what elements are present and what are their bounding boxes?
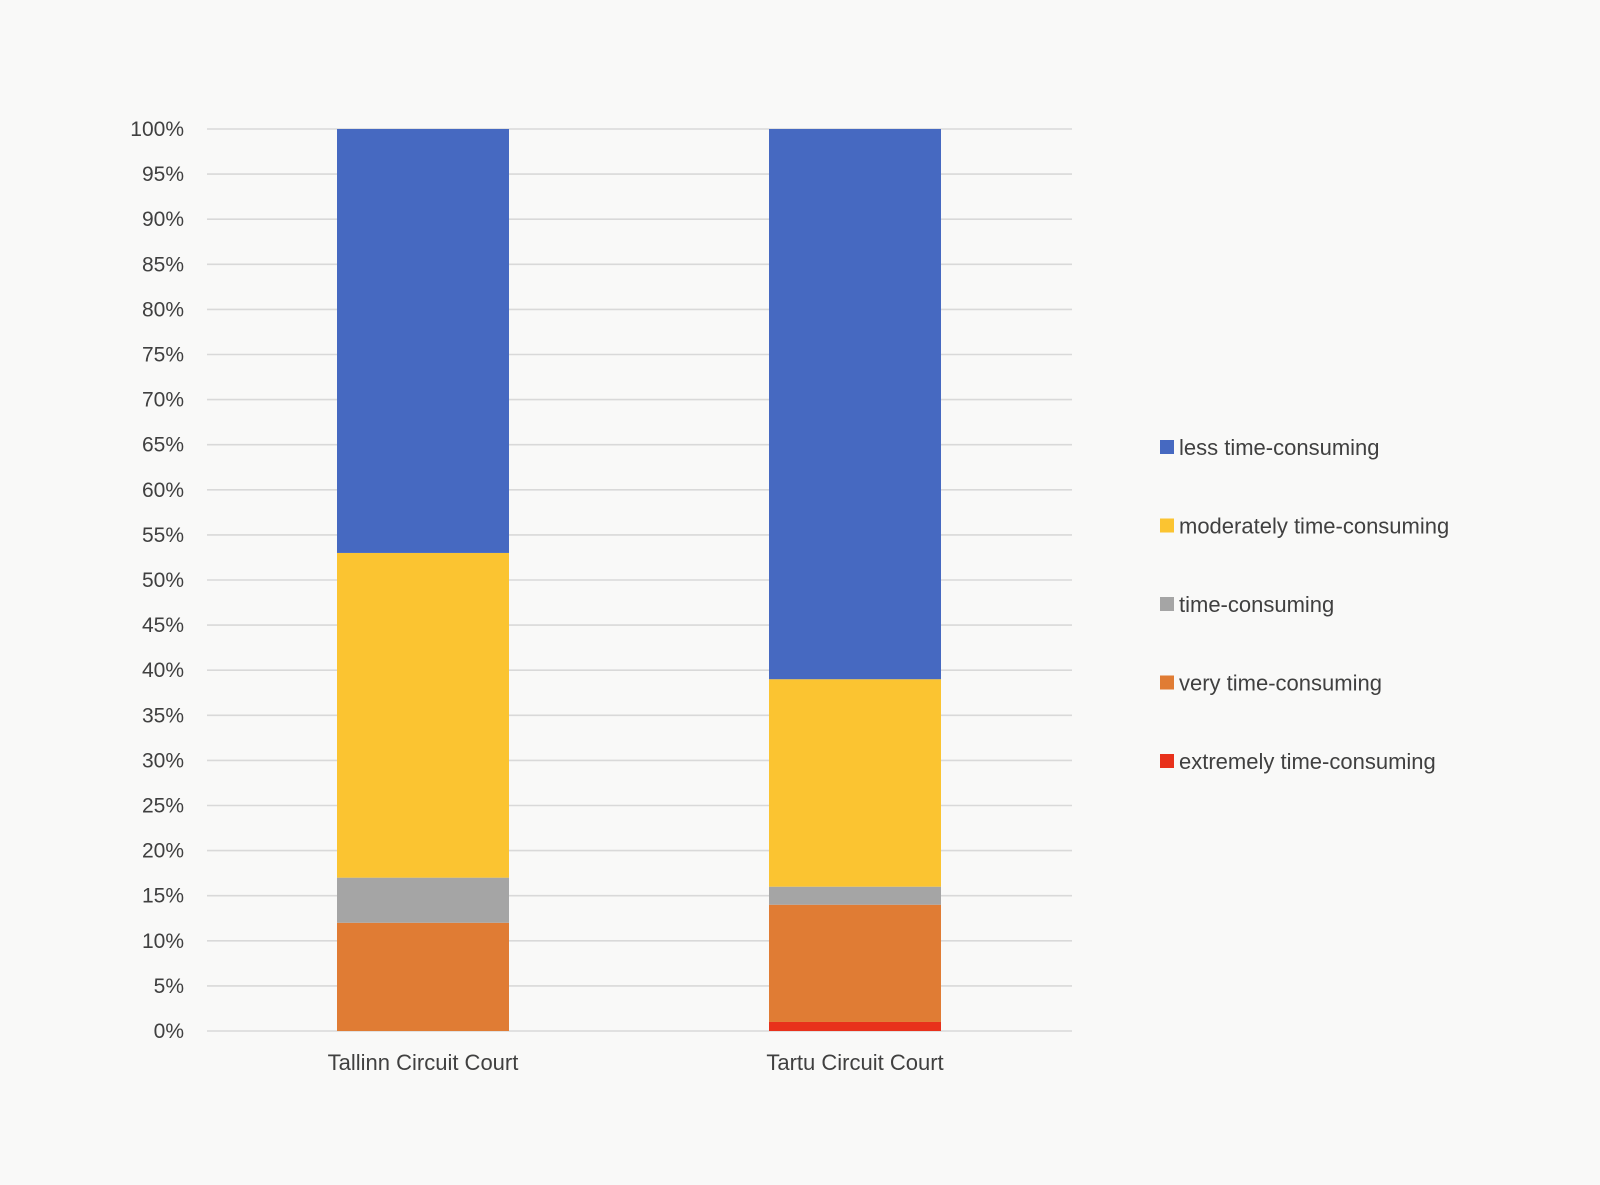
y-tick-label: 25% bbox=[142, 795, 184, 818]
y-tick-label: 10% bbox=[142, 930, 184, 953]
y-tick-label: 55% bbox=[142, 524, 184, 547]
bar-segment-time-consuming-tallinn-circuit-court bbox=[337, 877, 509, 923]
y-tick-label: 45% bbox=[142, 614, 184, 637]
legend-label: very time-consuming bbox=[1179, 671, 1382, 696]
legend-item-moderately-time-consuming: moderately time-consuming bbox=[1160, 514, 1449, 539]
x-axis-labels: Tallinn Circuit Court Tartu Circuit Court bbox=[328, 1050, 944, 1075]
legend-item-extremely-time-consuming: extremely time-consuming bbox=[1160, 749, 1436, 774]
bar-stack-tartu-circuit-court bbox=[769, 129, 941, 1031]
bar-segment-time-consuming-tartu-circuit-court bbox=[769, 886, 941, 905]
y-tick-label: 85% bbox=[142, 253, 184, 276]
y-tick-label: 60% bbox=[142, 479, 184, 502]
y-tick-label: 0% bbox=[154, 1020, 184, 1043]
legend-label: extremely time-consuming bbox=[1179, 749, 1436, 774]
x-category-label: Tallinn Circuit Court bbox=[328, 1050, 519, 1075]
legend-swatch bbox=[1160, 440, 1174, 454]
legend-item-less-time-consuming: less time-consuming bbox=[1160, 435, 1380, 460]
legend-label: time-consuming bbox=[1179, 592, 1334, 617]
legend-item-time-consuming: time-consuming bbox=[1160, 592, 1334, 617]
bar-segment-moderately-time-consuming-tartu-circuit-court bbox=[769, 679, 941, 887]
legend: less time-consuming moderately time-consu… bbox=[1160, 435, 1449, 774]
bar-segment-less-time-consuming-tallinn-circuit-court bbox=[337, 129, 509, 553]
y-tick-label: 90% bbox=[142, 208, 184, 231]
legend-swatch bbox=[1160, 518, 1174, 533]
y-tick-label: 35% bbox=[142, 704, 184, 727]
bar-segment-moderately-time-consuming-tallinn-circuit-court bbox=[337, 552, 509, 878]
gridlines bbox=[207, 128, 1072, 1032]
bar-segment-less-time-consuming-tartu-circuit-court bbox=[769, 129, 941, 680]
y-tick-label: 30% bbox=[142, 749, 184, 772]
bar-segment-very-time-consuming-tallinn-circuit-court bbox=[337, 922, 509, 1031]
legend-swatch bbox=[1160, 675, 1174, 690]
y-tick-label: 20% bbox=[142, 840, 184, 863]
legend-swatch bbox=[1160, 597, 1174, 611]
legend-label: less time-consuming bbox=[1179, 435, 1380, 460]
bar-segment-very-time-consuming-tartu-circuit-court bbox=[769, 904, 941, 1022]
legend-label: moderately time-consuming bbox=[1179, 514, 1449, 539]
legend-swatch bbox=[1160, 754, 1174, 768]
y-tick-label: 40% bbox=[142, 659, 184, 682]
y-tick-label: 100% bbox=[130, 118, 184, 141]
bar-stack-tallinn-circuit-court bbox=[337, 129, 509, 1031]
y-axis-ticks: 0% 5% 10% 15% 20% 25% 30% 35% 40% 45% 50% 55% 60% 65%… bbox=[130, 118, 184, 1043]
bar-segment-extremely-time-consuming-tartu-circuit-court bbox=[769, 1021, 941, 1031]
y-tick-label: 95% bbox=[142, 163, 184, 186]
y-tick-label: 15% bbox=[142, 885, 184, 908]
legend-item-very-time-consuming: very time-consuming bbox=[1160, 671, 1382, 696]
bars bbox=[337, 129, 941, 1031]
y-tick-label: 75% bbox=[142, 344, 184, 367]
y-tick-label: 80% bbox=[142, 298, 184, 321]
y-tick-label: 65% bbox=[142, 434, 184, 457]
y-tick-label: 50% bbox=[142, 569, 184, 592]
x-category-label: Tartu Circuit Court bbox=[766, 1050, 943, 1075]
y-tick-label: 5% bbox=[154, 975, 184, 998]
y-tick-label: 70% bbox=[142, 389, 184, 412]
